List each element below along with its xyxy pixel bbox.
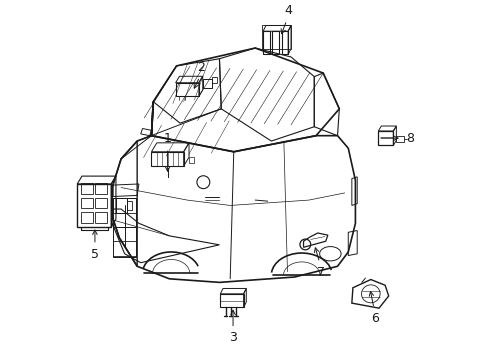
Text: 2: 2 [197, 61, 204, 74]
Text: 3: 3 [229, 332, 237, 345]
Text: 5: 5 [91, 248, 99, 261]
Text: 4: 4 [284, 4, 291, 17]
Text: 7: 7 [316, 266, 325, 279]
Text: 1: 1 [163, 132, 171, 145]
Text: 8: 8 [406, 132, 413, 145]
Text: 6: 6 [371, 312, 379, 325]
